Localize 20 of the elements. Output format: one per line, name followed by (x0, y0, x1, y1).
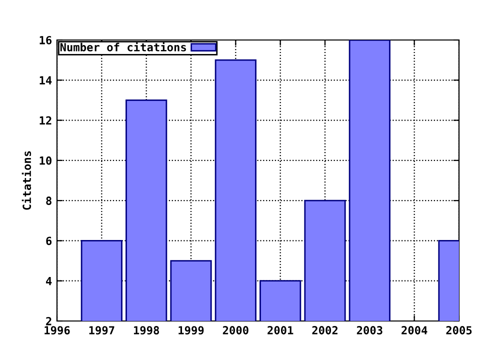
x-tick-label: 2001 (268, 326, 294, 334)
x-tick-label: 1998 (134, 326, 160, 335)
y-tick-label: 12 (40, 116, 52, 125)
legend-label: Number of citations (60, 42, 186, 52)
y-tick-label: 10 (40, 156, 52, 165)
x-tick-label: 2004 (402, 326, 428, 334)
y-tick-label: 4 (46, 276, 52, 286)
y-tick-label: 2 (46, 316, 52, 326)
y-tick-label: 14 (40, 76, 52, 84)
x-tick-label: 1999 (178, 326, 204, 335)
y-tick-label: 16 (40, 36, 52, 44)
x-tick-label: 1996 (44, 326, 70, 335)
x-tick-label: 2003 (356, 326, 382, 334)
x-tick-label: 2002 (312, 326, 338, 334)
x-tick-label: 2005 (446, 326, 472, 334)
x-tick-label: 2000 (222, 326, 248, 334)
y-tick-label: 8 (46, 196, 52, 205)
y-tick-label: 6 (46, 236, 52, 246)
x-tick-label: 1997 (89, 326, 114, 335)
y-axis-title: Citations (22, 151, 32, 210)
